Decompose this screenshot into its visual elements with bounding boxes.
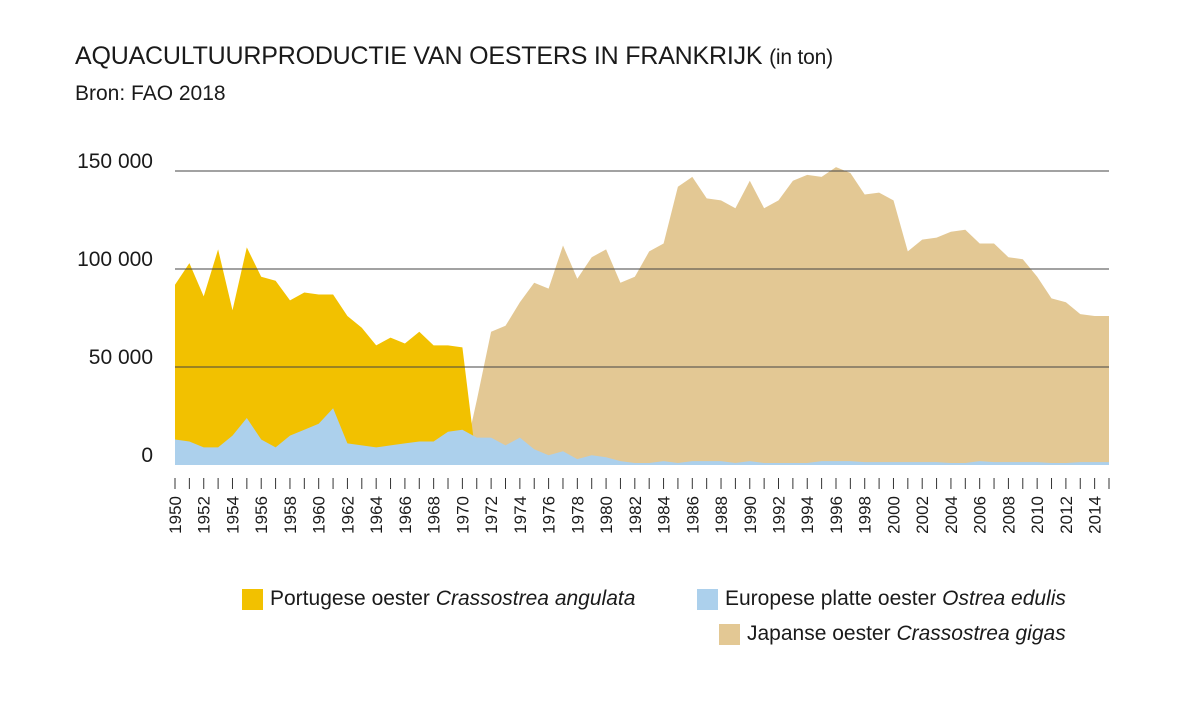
- chart-areas: [175, 167, 1109, 465]
- legend-label-europese: Europese platte oester: [725, 587, 937, 610]
- y-tick-label: 100 000: [77, 248, 153, 271]
- legend-label-portugese: Portugese oester: [270, 587, 430, 610]
- x-tick-label: 1986: [683, 496, 702, 534]
- x-tick-label: 1992: [770, 496, 789, 534]
- x-tick-label: 1966: [396, 496, 415, 534]
- legend-swatch-europese: [697, 588, 718, 610]
- legend-latin-europese: Ostrea edulis: [942, 587, 1066, 610]
- area-series-europese: [175, 408, 1109, 465]
- legend-label-japanse: Japanse oester: [747, 622, 891, 645]
- chart-title: AQUACULTUURPRODUCTIE VAN OESTERS IN FRAN…: [75, 42, 833, 71]
- x-tick-label: 1996: [827, 496, 846, 534]
- x-tick-label: 1956: [252, 496, 271, 534]
- x-tick-label: 2012: [1057, 496, 1076, 534]
- legend-swatch-portugese: [242, 588, 263, 610]
- x-tick-label: 1964: [367, 496, 386, 534]
- x-tick-label: 2010: [1028, 496, 1047, 534]
- x-tick-label: 1974: [511, 496, 530, 534]
- x-tick-label: 1950: [166, 496, 185, 534]
- legend-item-japanse: Japanse oester Crassostrea gigas: [719, 622, 1066, 646]
- legend-item-europese: Europese platte oester Ostrea edulis: [697, 587, 1066, 611]
- y-tick-label: 150 000: [77, 150, 153, 173]
- x-tick-label: 1982: [626, 496, 645, 534]
- legend-swatch-japanse: [719, 623, 740, 645]
- chart-title-main: AQUACULTUURPRODUCTIE VAN OESTERS IN FRAN…: [75, 42, 763, 70]
- x-tick-label: 1984: [655, 496, 674, 534]
- chart-gridlines: [175, 170, 1109, 368]
- chart-subtitle: Bron: FAO 2018: [75, 82, 226, 105]
- x-tick-label: 1980: [597, 496, 616, 534]
- x-tick-label: 2008: [999, 496, 1018, 534]
- legend-latin-portugese: Crassostrea angulata: [435, 587, 636, 610]
- x-tick-label: 1954: [223, 496, 242, 534]
- x-tick-label: 1998: [856, 496, 875, 534]
- x-tick-label: 1960: [310, 496, 329, 534]
- x-tick-label: 2002: [913, 496, 932, 534]
- area-series-portugese: [175, 247, 477, 465]
- x-axis-ticks: 1950 1952 1954 1956 1958 1960 1962 1964 1966 1968…: [166, 478, 1110, 534]
- x-tick-label: 2014: [1086, 496, 1105, 534]
- y-tick-label: 50 000: [89, 346, 153, 369]
- x-tick-label: 1978: [568, 496, 587, 534]
- area-series-japanse: [462, 167, 1109, 465]
- x-tick-label: 1994: [798, 496, 817, 534]
- x-tick-label: 1952: [195, 496, 214, 534]
- x-tick-label: 1988: [712, 496, 731, 534]
- chart-title-unit: (in ton): [769, 46, 833, 69]
- x-tick-label: 1972: [482, 496, 501, 534]
- legend-item-portugese: Portugese oester Crassostrea angulata: [242, 587, 635, 611]
- x-tick-label: 2000: [884, 496, 903, 534]
- x-tick-label: 1968: [425, 496, 444, 534]
- x-tick-label: 1990: [741, 496, 760, 534]
- x-tick-label: 2004: [942, 496, 961, 534]
- x-tick-label: 1970: [453, 496, 472, 534]
- y-tick-label: 0: [141, 444, 153, 467]
- x-tick-label: 1976: [540, 496, 559, 534]
- x-tick-label: 1962: [338, 496, 357, 534]
- y-axis-labels: 0 50 000 100 000 150 000: [77, 150, 153, 467]
- x-tick-label: 2006: [971, 496, 990, 534]
- legend-latin-japanse: Crassostrea gigas: [896, 622, 1066, 645]
- x-tick-label: 1958: [281, 496, 300, 534]
